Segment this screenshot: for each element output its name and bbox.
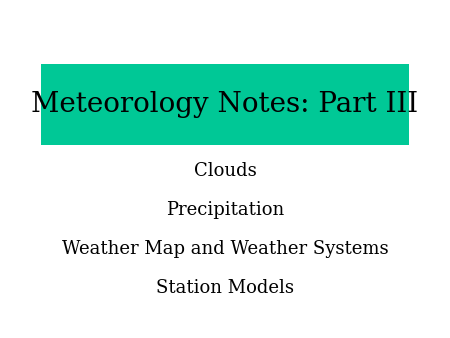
Text: Precipitation: Precipitation bbox=[166, 201, 284, 219]
Text: Clouds: Clouds bbox=[194, 162, 256, 180]
Text: Meteorology Notes: Part III: Meteorology Notes: Part III bbox=[32, 91, 419, 118]
Text: Weather Map and Weather Systems: Weather Map and Weather Systems bbox=[62, 240, 388, 258]
Text: Station Models: Station Models bbox=[156, 279, 294, 297]
FancyBboxPatch shape bbox=[40, 64, 410, 145]
